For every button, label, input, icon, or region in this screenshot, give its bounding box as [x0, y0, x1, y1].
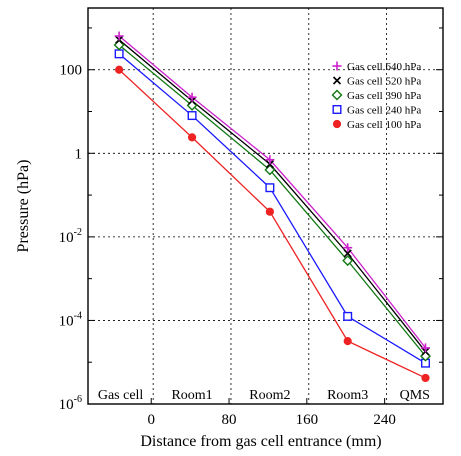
x-marker-b [332, 76, 342, 85]
y-tick-label: 10-6 [59, 394, 82, 413]
square-marker [332, 104, 342, 114]
square-marker [114, 49, 124, 59]
plus-marker [343, 243, 353, 253]
diamond-marker [331, 89, 343, 101]
legend-label: Gas cell 240 hPa [347, 105, 421, 117]
circle-marker [343, 337, 352, 346]
y-tick-label: 10-4 [59, 310, 82, 329]
plus-marker [420, 343, 430, 353]
x-axis-title: Distance from gas cell entrance (mm) [140, 433, 381, 450]
plus-marker [265, 155, 275, 165]
circle-marker [421, 373, 430, 383]
square-marker [265, 183, 275, 193]
x-tick-label: 240 [373, 412, 396, 428]
diamond-marker [264, 164, 276, 176]
x-tick-label: 160 [296, 412, 319, 428]
square-marker [187, 111, 197, 121]
square-marker [343, 311, 353, 321]
y-axis-title: Pressure (hPa) [15, 160, 32, 253]
y-tick-label: 100 [60, 63, 83, 79]
plus-marker [187, 92, 197, 102]
x-marker [343, 249, 352, 258]
x-tick-label: 80 [222, 412, 237, 428]
circle-marker [332, 119, 342, 129]
plus-marker [332, 61, 342, 71]
grid-layer [88, 8, 443, 404]
region-label: Room1 [171, 388, 212, 403]
y-tick-label: 10-2 [59, 227, 82, 246]
series-layer [113, 31, 431, 383]
region-label: QMS [400, 388, 430, 403]
circle-marker [187, 133, 197, 142]
frame-layer [87, 7, 444, 405]
region-layer: Gas cell Room1 Room2 Room3 QMS [98, 388, 430, 403]
plot-frame [87, 7, 444, 405]
region-label: Room2 [249, 388, 290, 403]
axis-layer: 100 1 10-2 10-4 10-6 0 80 160 240 [59, 27, 443, 428]
legend-label: Gas cell 640 hPa [347, 61, 421, 73]
legend-label: Gas cell 520 hPa [347, 76, 421, 88]
circle-marker [265, 207, 274, 216]
x-marker-b [343, 249, 352, 258]
legend-label: Gas cell 100 hPa [347, 119, 421, 131]
x-tick-label: 0 [147, 412, 155, 428]
x-marker [332, 76, 342, 85]
plus-marker [114, 31, 124, 41]
region-label: Gas cell [98, 388, 144, 403]
diamond-marker [342, 255, 354, 267]
region-label: Room3 [327, 388, 368, 403]
legend-layer: Gas cell 640 hPa Gas cell 520 hPa Gas cell… [331, 61, 421, 131]
legend-label: Gas cell 390 hPa [347, 90, 421, 102]
circle-marker [115, 65, 124, 74]
y-tick-label: 1 [75, 146, 83, 162]
